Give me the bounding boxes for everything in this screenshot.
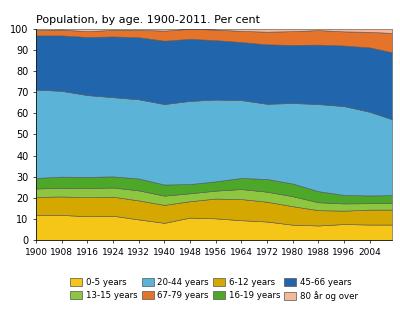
Text: Population, by age. 1900-2011. Per cent: Population, by age. 1900-2011. Per cent [36, 15, 260, 25]
Legend: 0-5 years, 13-15 years, 20-44 years, 67-79 years, 6-12 years, 16-19 years, 45-66: 0-5 years, 13-15 years, 20-44 years, 67-… [68, 276, 360, 303]
